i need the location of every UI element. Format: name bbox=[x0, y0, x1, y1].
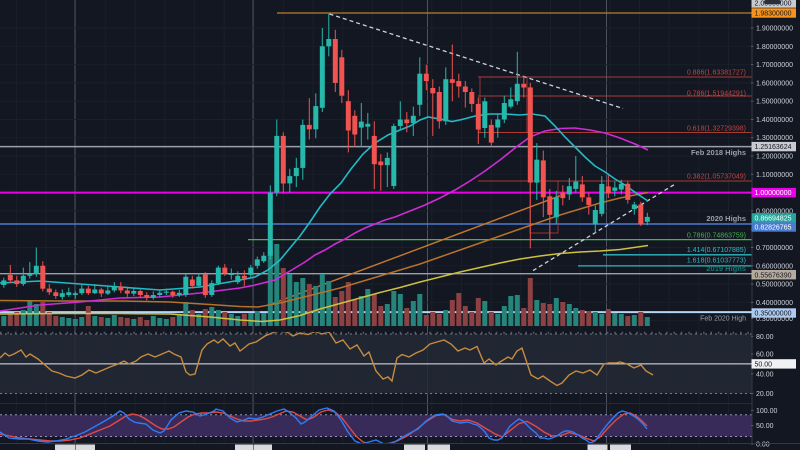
svg-text:0.00: 0.00 bbox=[756, 442, 770, 449]
svg-text:60.00: 60.00 bbox=[756, 352, 774, 359]
svg-text:Feb 2018 Highs: Feb 2018 Highs bbox=[691, 148, 746, 157]
svg-text:0.86694825: 0.86694825 bbox=[755, 216, 792, 223]
svg-text:1.98300000: 1.98300000 bbox=[755, 11, 792, 18]
svg-text:1.20000000: 1.20000000 bbox=[756, 154, 793, 161]
svg-text:0.618(1.32729398): 0.618(1.32729398) bbox=[687, 126, 746, 133]
svg-text:1.25163624: 1.25163624 bbox=[755, 144, 792, 151]
svg-text:1.30000000: 1.30000000 bbox=[756, 135, 793, 142]
svg-text:0.382(1.05737049): 0.382(1.05737049) bbox=[687, 174, 746, 181]
svg-text:1.50000000: 1.50000000 bbox=[756, 99, 793, 106]
svg-text:20.00: 20.00 bbox=[756, 391, 774, 398]
svg-text:1.414(0.67107885): 1.414(0.67107885) bbox=[687, 247, 746, 254]
svg-text:1.80000000: 1.80000000 bbox=[756, 44, 793, 51]
svg-text:Feb 2020 High: Feb 2020 High bbox=[700, 316, 746, 323]
svg-text:50.00: 50.00 bbox=[756, 423, 774, 430]
svg-text:0.886(1.63381727): 0.886(1.63381727) bbox=[687, 70, 746, 77]
svg-text:1.00000000: 1.00000000 bbox=[755, 190, 792, 197]
svg-text:0.786(1.51944291): 0.786(1.51944291) bbox=[687, 91, 746, 98]
svg-text:0.30000000: 0.30000000 bbox=[756, 316, 793, 323]
svg-text:40.00: 40.00 bbox=[756, 371, 774, 378]
svg-text:0.35000000: 0.35000000 bbox=[755, 311, 792, 318]
svg-text:0.82826765: 0.82826765 bbox=[755, 225, 792, 232]
svg-text:1.10000000: 1.10000000 bbox=[756, 172, 793, 179]
svg-text:1.90000000: 1.90000000 bbox=[756, 26, 793, 33]
svg-text:0.60000000: 0.60000000 bbox=[756, 263, 793, 270]
svg-text:100.00: 100.00 bbox=[756, 408, 778, 415]
svg-text:1.618(0.61037773): 1.618(0.61037773) bbox=[687, 258, 746, 265]
svg-text:0.786(0.74863759): 0.786(0.74863759) bbox=[687, 233, 746, 240]
svg-text:1.40000000: 1.40000000 bbox=[756, 117, 793, 124]
svg-text:0.40000000: 0.40000000 bbox=[756, 300, 793, 307]
svg-text:2020 Highs: 2020 Highs bbox=[706, 214, 746, 223]
svg-text:80.00: 80.00 bbox=[756, 334, 774, 341]
svg-text:0.70000000: 0.70000000 bbox=[756, 245, 793, 252]
svg-text:0.55676390: 0.55676390 bbox=[755, 272, 792, 279]
svg-text:0.90000000: 0.90000000 bbox=[756, 208, 793, 215]
svg-text:2019 Highs: 2019 Highs bbox=[706, 264, 746, 273]
svg-text:1.70000000: 1.70000000 bbox=[756, 62, 793, 69]
svg-text:50.00: 50.00 bbox=[755, 362, 773, 369]
svg-text:0.50000000: 0.50000000 bbox=[756, 282, 793, 289]
svg-text:2.00000000: 2.00000000 bbox=[755, 1, 792, 8]
svg-text:1.60000000: 1.60000000 bbox=[756, 80, 793, 87]
